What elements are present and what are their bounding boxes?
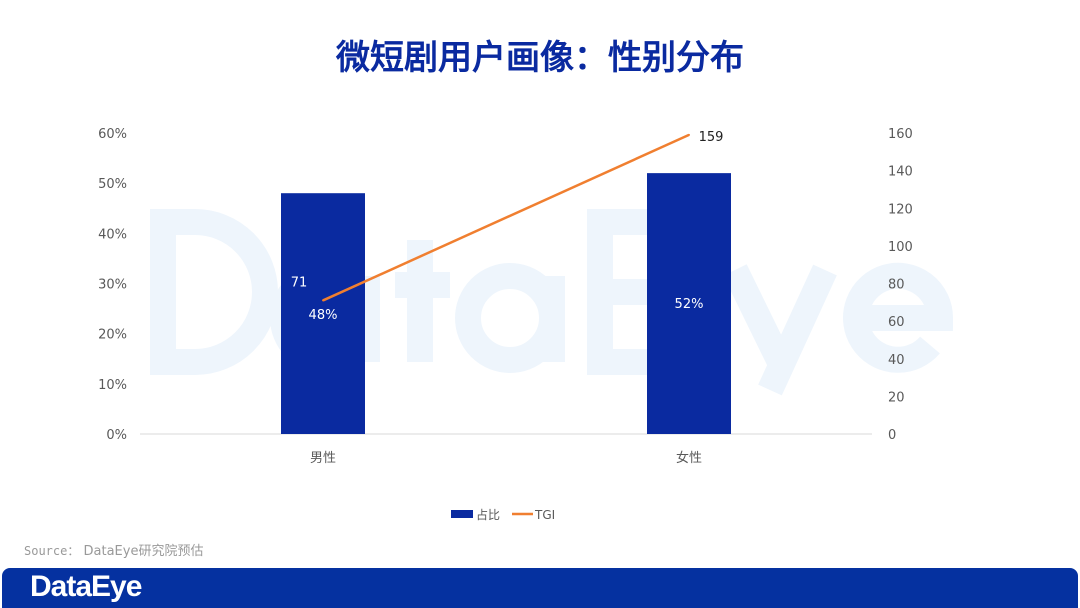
- y-left-tick-label: 30%: [98, 278, 127, 293]
- y-right-tick-label: 40: [888, 353, 905, 368]
- x-tick-label: 男性: [310, 451, 336, 466]
- tgi-data-label: 159: [699, 130, 724, 145]
- y-left-tick-label: 60%: [98, 127, 127, 142]
- y-left-tick-label: 0%: [106, 428, 127, 443]
- y-right-tick-label: 120: [888, 202, 913, 217]
- source-text: DataEye研究院预估: [83, 544, 204, 559]
- y-left-tick-label: 50%: [98, 177, 127, 192]
- legend: 占比 TGI: [451, 507, 555, 522]
- y-right-tick-label: 100: [888, 240, 913, 255]
- footer-logo: DataEye: [30, 570, 142, 603]
- bar-data-label: 52%: [675, 297, 704, 312]
- bar-data-label: 48%: [309, 308, 338, 323]
- y-left-tick-label: 40%: [98, 227, 127, 242]
- page-title: 微短剧用户画像：性别分布: [336, 38, 744, 78]
- tgi-data-label: 71: [291, 275, 308, 290]
- tgi-point: [688, 133, 690, 136]
- y-right-tick-label: 160: [888, 127, 913, 142]
- y-right-tick-label: 60: [888, 315, 905, 330]
- source-note: Source： DataEye研究院预估: [24, 540, 203, 559]
- tgi-point: [322, 299, 324, 302]
- legend-swatch-bar: [451, 510, 473, 518]
- footer-bar: DataEye: [2, 568, 1078, 608]
- y-left-tick-label: 20%: [98, 328, 127, 343]
- y-right-tick-label: 0: [888, 428, 896, 443]
- watermark-logo: [150, 209, 954, 396]
- bar-女性: [647, 173, 731, 434]
- y-right-tick-label: 80: [888, 278, 905, 293]
- y-left-tick-label: 10%: [98, 378, 127, 393]
- x-tick-label: 女性: [676, 450, 702, 466]
- source-label: Source：: [24, 544, 80, 558]
- legend-label: 占比: [476, 507, 500, 522]
- bar-男性: [281, 193, 365, 434]
- y-right-tick-label: 140: [888, 165, 913, 180]
- tgi-line: [322, 133, 690, 302]
- legend-label: TGI: [534, 508, 555, 522]
- y-right-tick-label: 20: [888, 390, 905, 405]
